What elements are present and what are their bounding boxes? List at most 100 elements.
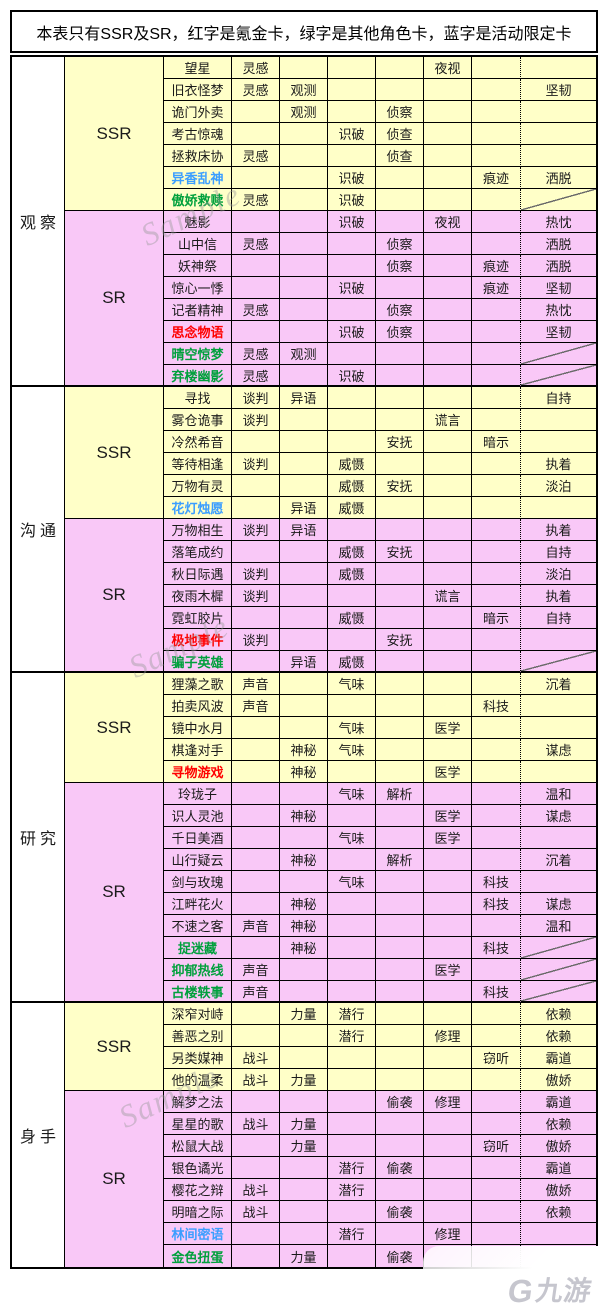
trait-cell: 傲娇 (520, 1135, 596, 1157)
skill-cell (328, 1113, 376, 1135)
skill-cell (424, 321, 472, 343)
skill-cell (472, 57, 520, 79)
skill-cell: 力量 (280, 1135, 328, 1157)
skill-cell (232, 431, 280, 453)
trait-cell: 坚韧 (520, 79, 596, 101)
skill-cell (376, 563, 424, 585)
skill-cell (472, 453, 520, 475)
skill-cell: 修理 (424, 1025, 472, 1047)
card-name: 善恶之别 (164, 1025, 232, 1047)
skill-cell (232, 871, 280, 893)
trait-cell: 谋虑 (520, 805, 596, 827)
skill-cell: 异语 (280, 651, 328, 673)
skill-cell (232, 893, 280, 915)
skill-cell (280, 717, 328, 739)
skill-cell (472, 651, 520, 673)
card-name: 江畔花火 (164, 893, 232, 915)
skill-cell: 力量 (280, 1003, 328, 1025)
skill-cell: 识破 (328, 189, 376, 211)
skill-cell (232, 1157, 280, 1179)
skill-cell (376, 519, 424, 541)
skill-cell (472, 563, 520, 585)
skill-cell (472, 1091, 520, 1113)
skill-cell: 侦察 (376, 101, 424, 123)
skill-cell (328, 343, 376, 365)
skill-cell: 谈判 (232, 387, 280, 409)
skill-cell: 识破 (328, 321, 376, 343)
skill-cell (472, 299, 520, 321)
skill-cell (280, 1179, 328, 1201)
card-name: 千日美酒 (164, 827, 232, 849)
skill-cell: 科技 (472, 937, 520, 959)
skill-cell (472, 1201, 520, 1223)
skill-cell: 解析 (376, 849, 424, 871)
skill-cell (280, 123, 328, 145)
skill-cell: 声音 (232, 981, 280, 1003)
card-table: 观察 SSR 望星 灵感 夜视 旧衣怪梦 灵感 观测 坚韧 诡门外卖 观测 侦察 考古惊魂 识破 侦查 拯救床… (10, 55, 598, 1269)
skill-cell (280, 959, 328, 981)
trait-cell (520, 981, 596, 1003)
card-name: 望星 (164, 57, 232, 79)
trait-cell: 热忱 (520, 211, 596, 233)
skill-cell (328, 299, 376, 321)
skill-cell: 战斗 (232, 1069, 280, 1091)
skill-cell (232, 1091, 280, 1113)
skill-cell (424, 783, 472, 805)
skill-cell: 偷袭 (376, 1245, 424, 1267)
skill-cell (424, 277, 472, 299)
skill-cell (472, 959, 520, 981)
rarity-cell: SR (65, 519, 164, 673)
skill-cell: 医学 (424, 805, 472, 827)
skill-cell: 识破 (328, 277, 376, 299)
skill-cell: 气味 (328, 827, 376, 849)
skill-cell: 神秘 (280, 739, 328, 761)
skill-cell (232, 475, 280, 497)
card-name: 惊心一悸 (164, 277, 232, 299)
rarity-cell: SR (65, 1091, 164, 1267)
skill-cell (472, 739, 520, 761)
skill-cell (424, 871, 472, 893)
skill-cell: 威慑 (328, 541, 376, 563)
trait-cell (520, 365, 596, 387)
skill-cell: 威慑 (328, 475, 376, 497)
skill-cell (328, 805, 376, 827)
card-name: 他的温柔 (164, 1069, 232, 1091)
skill-cell: 异语 (280, 519, 328, 541)
skill-cell (376, 189, 424, 211)
skill-cell (424, 1069, 472, 1091)
skill-cell (472, 1003, 520, 1025)
card-name: 落笔成约 (164, 541, 232, 563)
skill-cell (328, 1245, 376, 1267)
skill-cell: 识破 (328, 365, 376, 387)
skill-cell: 声音 (232, 915, 280, 937)
skill-cell (280, 167, 328, 189)
skill-cell (472, 849, 520, 871)
skill-cell (424, 79, 472, 101)
skill-cell (328, 761, 376, 783)
skill-cell: 安抚 (376, 431, 424, 453)
skill-cell: 灵感 (232, 233, 280, 255)
skill-cell (328, 849, 376, 871)
skill-cell (472, 211, 520, 233)
skill-cell (232, 717, 280, 739)
skill-cell (376, 717, 424, 739)
skill-cell (280, 695, 328, 717)
skill-cell: 解析 (376, 783, 424, 805)
skill-cell: 潜行 (328, 1157, 376, 1179)
trait-cell: 淡泊 (520, 475, 596, 497)
skill-cell (472, 189, 520, 211)
skill-cell (280, 409, 328, 431)
skill-cell: 安抚 (376, 475, 424, 497)
skill-cell: 痕迹 (472, 255, 520, 277)
skill-cell: 威慑 (328, 651, 376, 673)
trait-cell: 执着 (520, 453, 596, 475)
rarity-cell: SSR (65, 673, 164, 783)
skill-cell (328, 79, 376, 101)
skill-cell: 医学 (424, 827, 472, 849)
card-name: 极地事件 (164, 629, 232, 651)
9game-logo-text: 九游 (533, 1275, 595, 1306)
skill-cell (472, 541, 520, 563)
skill-cell: 潜行 (328, 1025, 376, 1047)
card-name: 另类媒神 (164, 1047, 232, 1069)
skill-cell (376, 607, 424, 629)
